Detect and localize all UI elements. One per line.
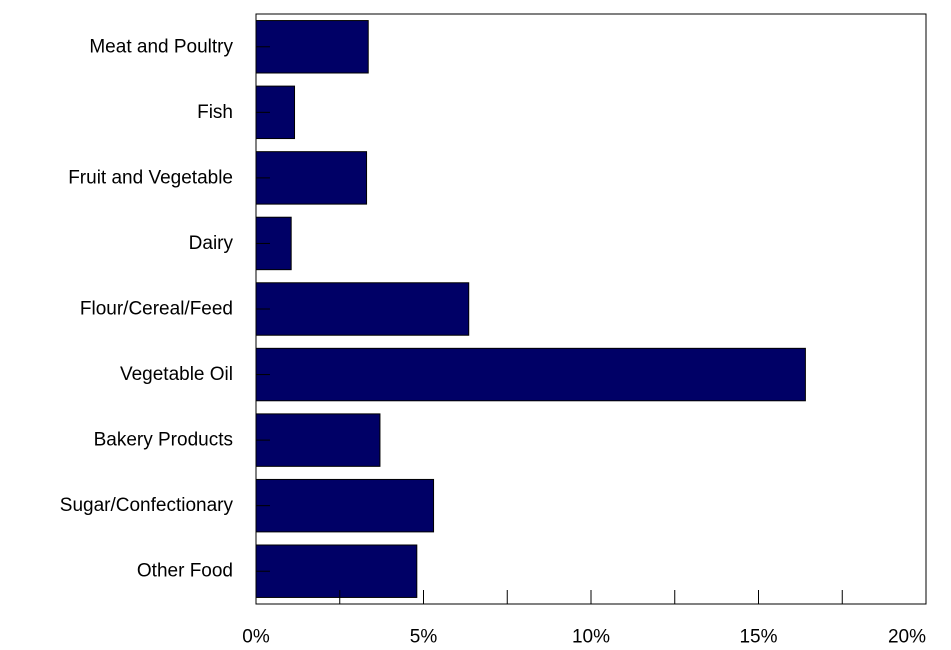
bar-4 — [255, 282, 470, 336]
x-tick-label: 5% — [410, 627, 438, 648]
category-label: Sugar/Confectionary — [60, 495, 234, 516]
x-tick-label: 10% — [572, 627, 610, 648]
bar-6 — [255, 413, 381, 467]
x-tick-label: 15% — [739, 627, 777, 648]
category-label: Vegetable Oil — [120, 364, 233, 385]
category-label: Dairy — [189, 233, 234, 254]
category-label: Flour/Cereal/Feed — [80, 299, 233, 320]
bar-5 — [255, 347, 806, 402]
bar-8 — [255, 544, 418, 598]
bar-7 — [255, 478, 435, 533]
category-label: Other Food — [137, 561, 233, 582]
category-label: Bakery Products — [94, 430, 233, 451]
x-tick-label: 0% — [242, 627, 270, 648]
bar-0 — [255, 20, 369, 74]
bar-2 — [255, 151, 368, 205]
category-label: Fruit and Vegetable — [68, 167, 233, 188]
x-tick-label: 20% — [888, 627, 926, 648]
category-label: Meat and Poultry — [89, 36, 233, 57]
category-label: Fish — [197, 102, 233, 123]
